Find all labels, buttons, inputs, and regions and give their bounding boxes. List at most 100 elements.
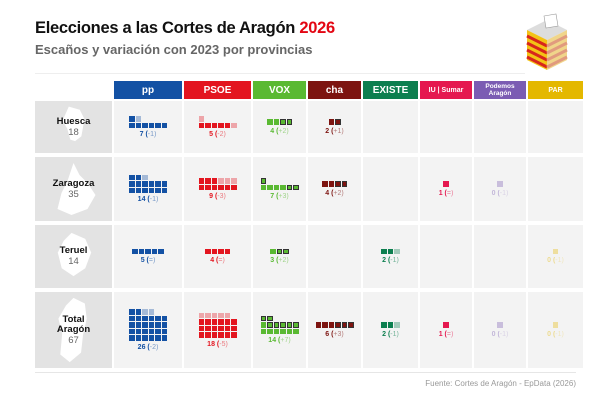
- lost-seat-mark: [198, 312, 204, 318]
- result-cell-vox: 7 (+3): [253, 157, 306, 221]
- lost-seat-mark: [497, 181, 503, 187]
- seat-change: -2: [149, 343, 156, 351]
- result-cell-podemos: [474, 225, 526, 288]
- seat-mark: [443, 322, 449, 328]
- seat-change: -5: [219, 340, 226, 348]
- seat-count: 0: [491, 189, 496, 197]
- province-map-icon: [58, 297, 87, 363]
- seat-count: 5: [140, 257, 145, 265]
- seat-mark: [129, 181, 135, 187]
- seat-placeholder: [225, 116, 231, 122]
- party-logo-label: pp: [141, 84, 155, 96]
- result-cell-vox: 4 (+2): [253, 101, 306, 153]
- seat-mark: [148, 335, 154, 341]
- result-cell-vox: 3 (+2): [253, 225, 306, 288]
- seat-mark: [148, 315, 154, 322]
- party-logo-label: PAR: [548, 86, 563, 94]
- gained-seat-mark: [293, 322, 299, 328]
- seat-count: 2: [382, 330, 387, 338]
- chart-title: Elecciones a las Cortes de Aragón 2026: [35, 19, 335, 38]
- seat-count: 0: [547, 330, 552, 338]
- result-cell-psoe: 5 (-2): [184, 101, 251, 153]
- result-cell-psoe: 18 (-5): [184, 292, 251, 368]
- result-cell-par: [528, 157, 583, 221]
- seat-mark: [129, 174, 135, 181]
- seat-placeholder: [155, 309, 161, 315]
- seat-mark: [142, 181, 148, 187]
- seat-label: 26 (-2): [137, 343, 159, 351]
- seat-mark: [211, 332, 217, 338]
- result-cell-iu-sumar: [420, 225, 472, 288]
- province-shape: [57, 232, 92, 277]
- seat-mark: [328, 181, 334, 187]
- seat-squares: [552, 322, 559, 328]
- seat-label: 0 (-1): [547, 257, 564, 265]
- seat-squares: [260, 315, 299, 335]
- seat-mark: [142, 315, 148, 322]
- chart-subtitle: Escaños y variación con 2023 por provinc…: [35, 42, 313, 57]
- seat-squares: [267, 119, 292, 125]
- province-map-icon: [57, 232, 92, 277]
- seat-placeholder: [162, 175, 168, 181]
- seat-count: 9: [209, 193, 214, 200]
- party-header-iu-sumar: IU | Sumar: [420, 81, 472, 99]
- seat-squares: [205, 248, 230, 255]
- seat-mark: [280, 184, 286, 190]
- seat-mark: [231, 332, 237, 338]
- seat-change: =: [148, 257, 153, 265]
- seat-mark: [231, 325, 237, 331]
- seat-change: -3: [217, 193, 224, 200]
- lost-seat-mark: [394, 248, 400, 255]
- gained-seat-mark: [335, 119, 341, 125]
- seat-mark: [155, 187, 161, 194]
- seat-placeholder: [274, 316, 280, 322]
- seat-mark: [224, 184, 230, 190]
- lost-seat-mark: [148, 309, 154, 315]
- seat-change: =: [446, 330, 451, 338]
- result-cell-par: 0 (-1): [528, 225, 583, 288]
- gained-seat-mark: [276, 248, 283, 255]
- seat-mark: [135, 328, 141, 335]
- seat-placeholder: [267, 178, 273, 184]
- party-header-existe: EXISTE: [363, 81, 418, 99]
- seat-squares: [443, 322, 449, 328]
- source-note: Fuente: Cortes de Aragón - EpData (2026): [425, 379, 576, 388]
- seat-mark: [148, 328, 154, 335]
- result-cell-podemos: 0 (-1): [474, 292, 526, 368]
- seat-mark: [135, 309, 141, 315]
- seat-label: 1 (=): [438, 330, 454, 338]
- province-name: Huesca: [56, 115, 91, 127]
- seat-mark: [260, 328, 266, 335]
- seat-mark: [328, 322, 334, 328]
- seat-mark: [273, 328, 279, 335]
- result-cell-iu-sumar: 1 (=): [420, 157, 472, 221]
- seat-count: 2: [382, 257, 387, 265]
- seat-change: -1: [147, 131, 155, 138]
- seat-change: -1: [149, 196, 156, 204]
- province-name: Total Aragón: [56, 313, 91, 335]
- lost-seat-mark: [198, 116, 204, 122]
- gained-seat-mark: [273, 322, 279, 328]
- seat-squares: [198, 116, 237, 128]
- seat-change: =: [446, 189, 451, 197]
- seat-mark: [267, 119, 273, 125]
- result-cell-cha: [308, 225, 361, 288]
- seat-mark: [387, 248, 394, 255]
- results-table: pp PSOE VOX cha EXISTE IU | Sumar Podemos Arag…: [35, 81, 583, 368]
- seat-count: 0: [491, 330, 496, 338]
- seat-placeholder: [293, 178, 299, 184]
- seat-placeholder: [293, 316, 299, 322]
- seat-label: 2 (-1): [382, 330, 399, 338]
- seat-placeholder: [218, 116, 224, 122]
- seat-change: -1: [555, 330, 562, 338]
- seat-count: 6: [325, 330, 330, 338]
- province-name: Zaragoza: [52, 177, 95, 189]
- seat-mark: [161, 328, 167, 335]
- header-spacer: [35, 81, 112, 101]
- seat-mark: [135, 122, 141, 128]
- seat-mark: [148, 322, 154, 328]
- party-header-vox: VOX: [253, 81, 306, 99]
- gained-seat-mark: [267, 322, 273, 328]
- gained-seat-mark: [286, 322, 292, 328]
- seat-mark: [129, 122, 135, 128]
